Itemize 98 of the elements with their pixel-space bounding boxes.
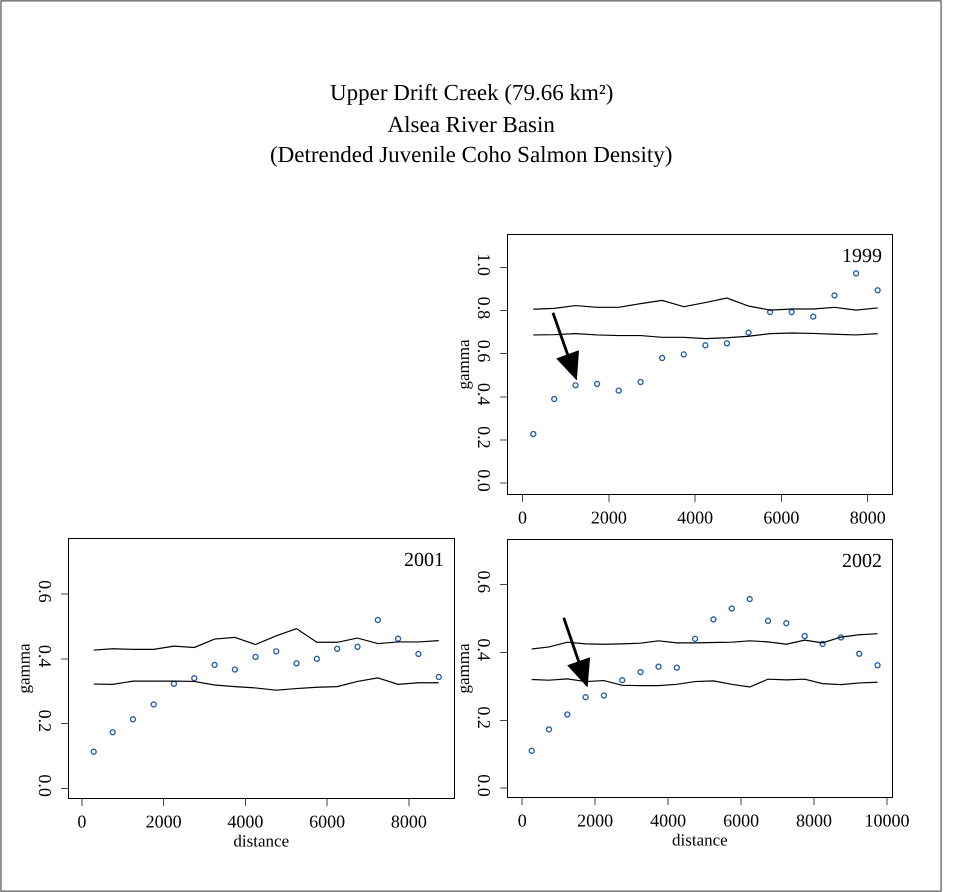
point: [655, 663, 662, 670]
x-tick-label: 8000: [850, 508, 886, 528]
y-axis-title: gamma: [454, 339, 473, 390]
point: [564, 711, 570, 718]
line-series: [531, 678, 878, 688]
y-axis-title: gamma: [14, 643, 34, 694]
point: [354, 644, 361, 650]
y-axis-title: gamma: [454, 643, 473, 694]
point: [436, 674, 442, 680]
point: [702, 342, 708, 348]
point: [819, 640, 826, 648]
x-tick-label: 0: [77, 812, 86, 832]
point: [150, 701, 157, 708]
x-tick-label: 4000: [650, 810, 686, 831]
x-tick-label: 6000: [309, 812, 346, 832]
point: [594, 380, 600, 388]
point: [293, 660, 300, 666]
y-tick-label: 0.0: [474, 774, 494, 797]
point: [394, 636, 402, 642]
point: [874, 662, 881, 668]
point: [600, 692, 608, 699]
annotation: 1999: [842, 245, 882, 267]
point: [582, 694, 589, 700]
point: [130, 716, 136, 722]
point: [680, 351, 687, 358]
point: [619, 677, 626, 684]
point: [766, 308, 774, 316]
y-tick-label: 0.8: [474, 296, 494, 320]
point: [546, 726, 552, 733]
point: [802, 632, 808, 640]
x-tick-label: 8000: [390, 812, 427, 832]
x-tick-label: 8000: [796, 810, 832, 831]
x-tick-label: 0: [518, 508, 528, 528]
point: [838, 634, 844, 641]
point: [724, 340, 730, 346]
x-tick-label: 2000: [577, 810, 614, 831]
point: [874, 287, 881, 294]
point: [783, 620, 790, 626]
point: [674, 664, 680, 671]
y-tick-label: 0.4: [474, 382, 494, 406]
point: [551, 396, 558, 402]
point: [746, 596, 753, 602]
x-tick-label: 2000: [146, 812, 182, 832]
point: [659, 354, 666, 362]
point: [637, 668, 644, 676]
point: [191, 675, 198, 682]
chart-subtitle: Alsea River Basin (Detrended Juvenile Coho Salmon Density): [270, 112, 672, 167]
x-tick-label: 6000: [723, 810, 760, 831]
x-tick-label: 0: [518, 810, 527, 831]
y-tick-label: 0.2: [35, 710, 56, 732]
x-tick-label: 6000: [763, 508, 800, 528]
y-tick-label: 0.6: [35, 580, 56, 603]
point: [637, 378, 644, 386]
point: [334, 646, 340, 652]
point: [788, 308, 795, 316]
point: [90, 748, 97, 755]
point: [314, 656, 320, 662]
point: [110, 729, 116, 736]
x-axis-title: distance: [233, 832, 290, 851]
point: [810, 313, 816, 320]
point: [530, 430, 536, 438]
point: [232, 666, 238, 673]
point: [415, 650, 422, 658]
y-tick-label: 0.2: [474, 426, 494, 449]
y-tick-label: 0.0: [35, 774, 56, 797]
y-tick-label: 0.6: [474, 570, 494, 594]
point: [528, 748, 535, 754]
x-axis-title: distance: [672, 830, 728, 850]
point: [211, 662, 218, 668]
point: [252, 654, 259, 660]
point: [692, 636, 698, 642]
annotation: 2002: [842, 550, 882, 572]
line-series: [93, 628, 440, 651]
point: [852, 270, 860, 277]
x-tick-label: 2000: [590, 508, 627, 528]
point: [374, 616, 381, 624]
point: [745, 329, 752, 336]
x-tick-label: 4000: [227, 812, 264, 832]
y-tick-label: 0.6: [474, 340, 494, 362]
point: [616, 387, 622, 394]
line-series: [531, 633, 878, 650]
point: [831, 292, 838, 299]
annotation: 2001: [404, 549, 444, 571]
y-tick-label: 0.0: [474, 469, 494, 492]
point: [572, 382, 579, 388]
chart-title: Upper Drift Creek (79.66 km²): [330, 80, 614, 105]
point: [170, 680, 178, 687]
y-tick-label: 1.0: [474, 253, 494, 276]
x-tick-label: 10000: [864, 810, 910, 831]
point: [273, 648, 280, 654]
y-tick-label: 0.4: [474, 638, 494, 661]
point: [728, 605, 735, 612]
y-tick-label: 0.2: [474, 706, 494, 729]
point: [856, 650, 862, 657]
point: [764, 618, 772, 624]
point: [710, 616, 717, 623]
x-tick-label: 4000: [677, 508, 714, 528]
y-tick-label: 0.4: [35, 644, 56, 668]
